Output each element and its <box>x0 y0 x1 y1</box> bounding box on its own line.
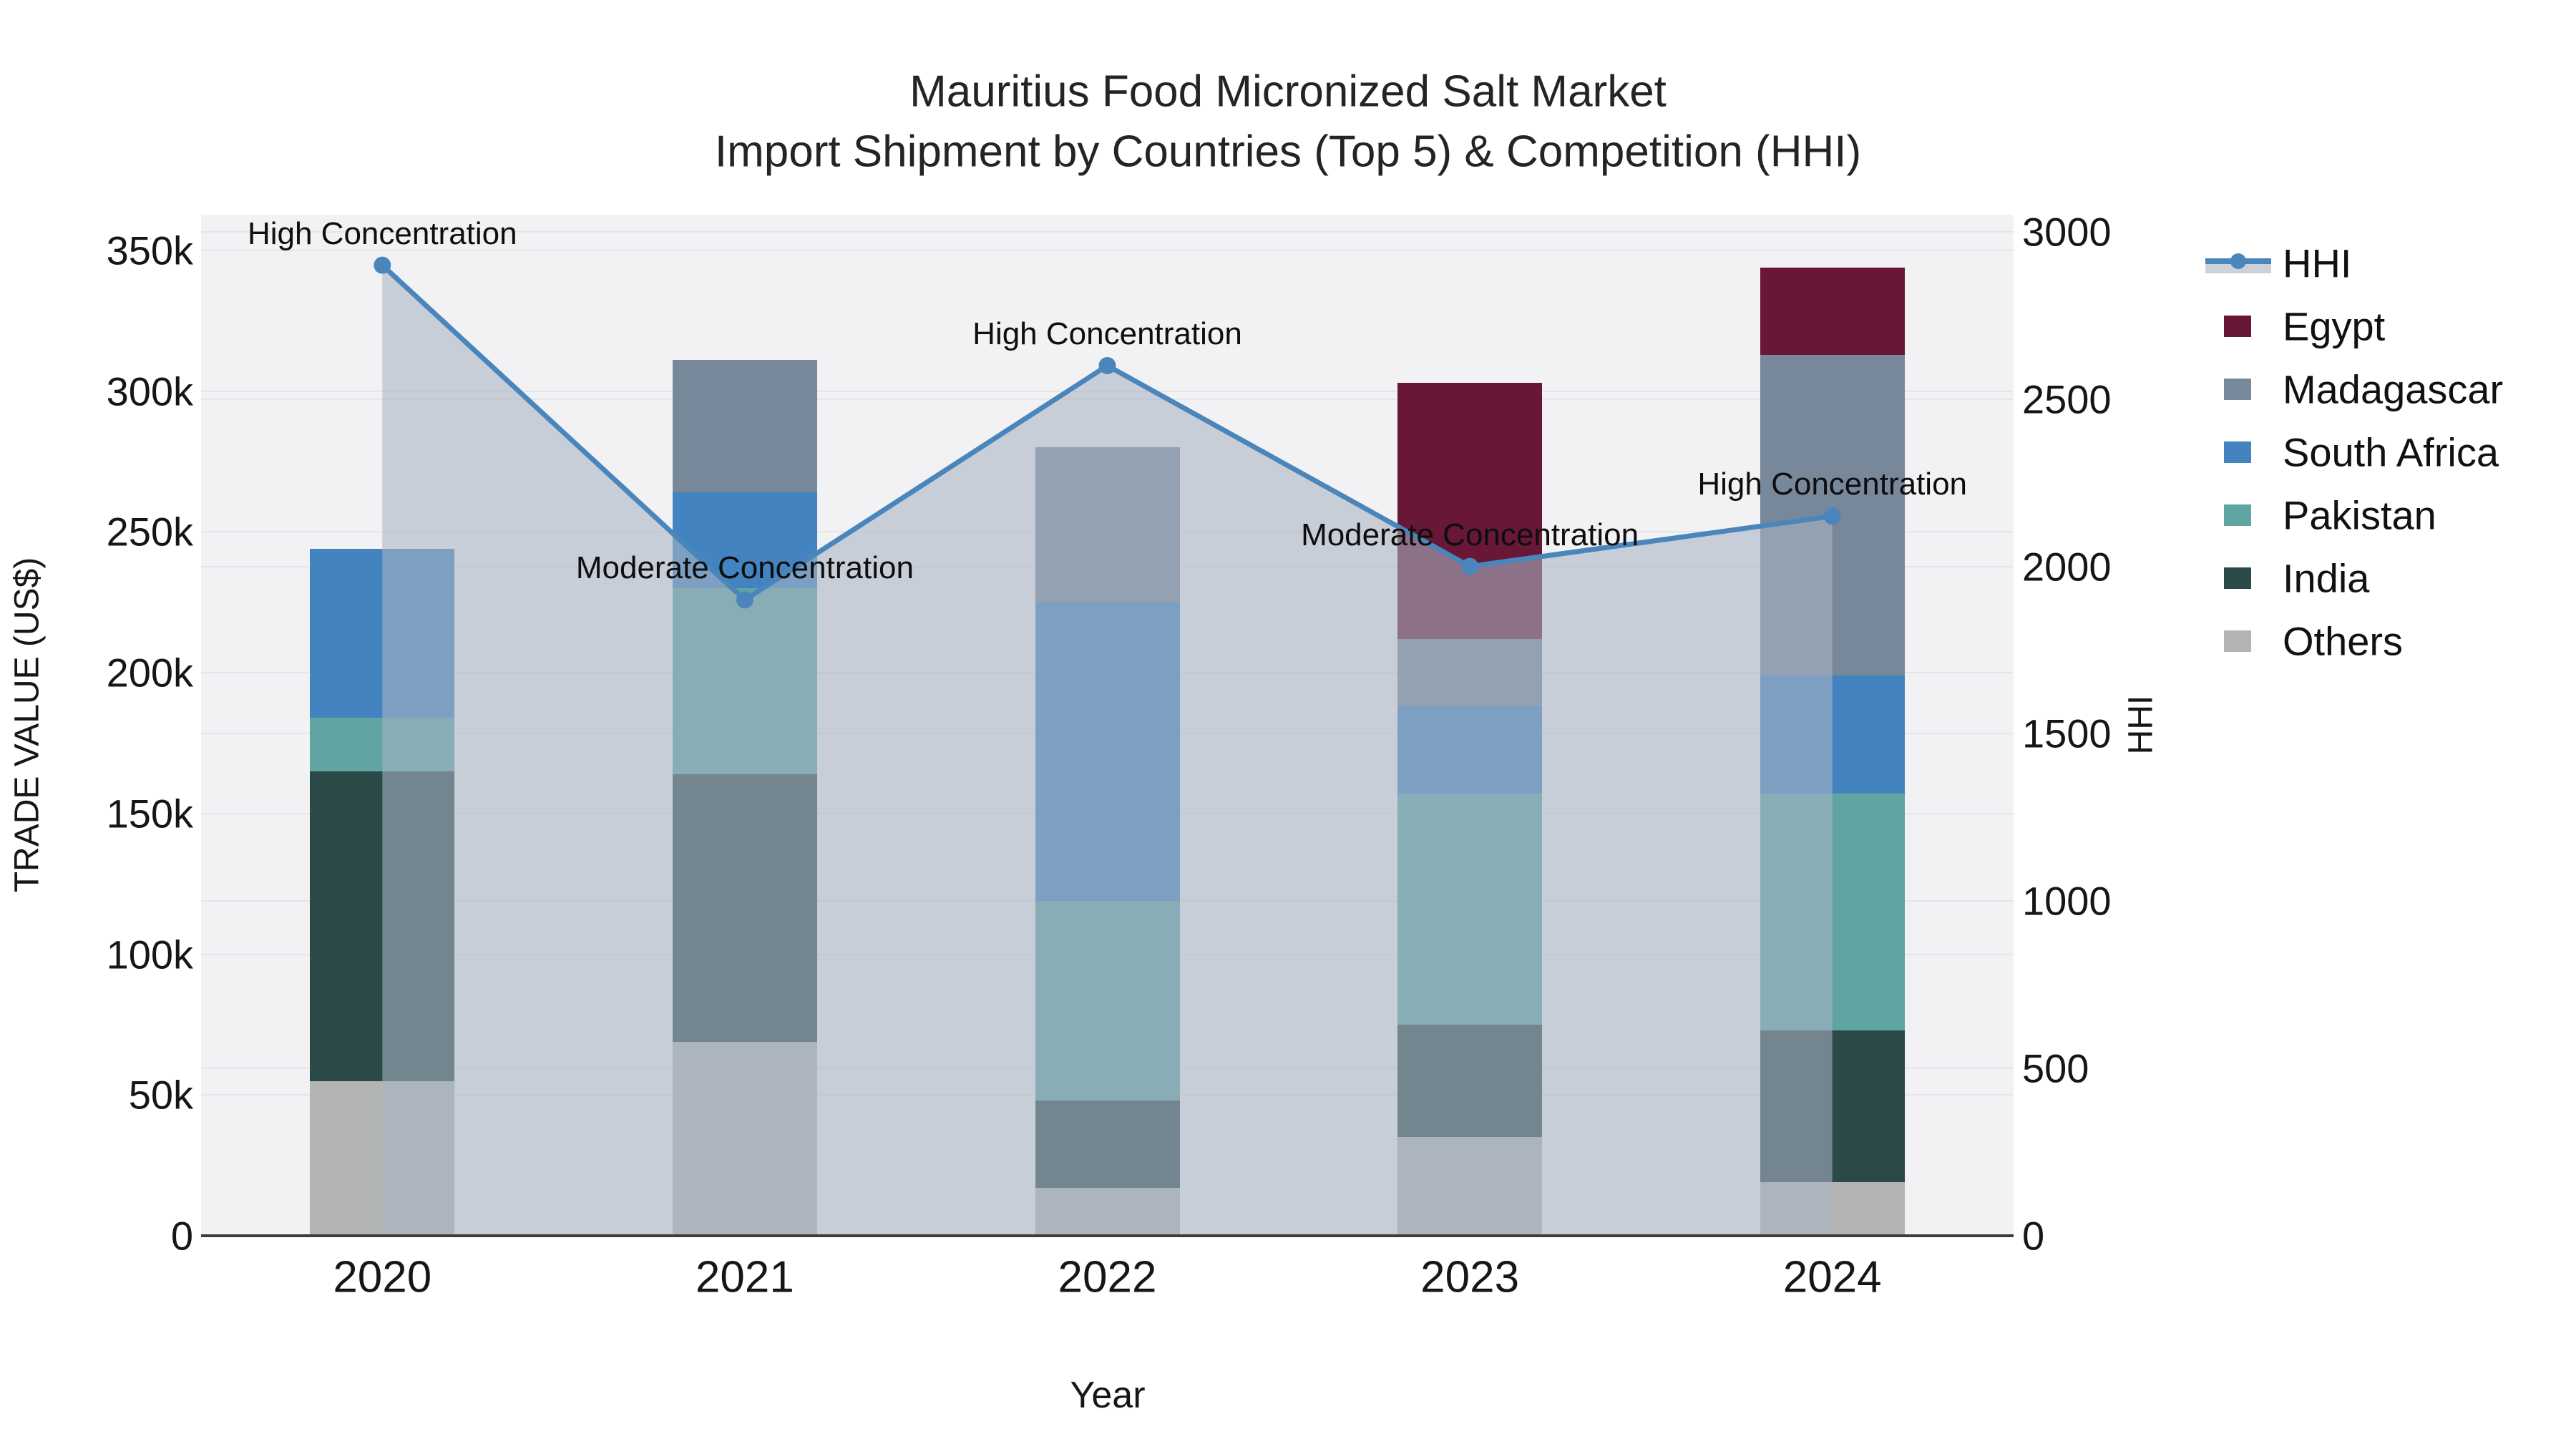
y-right-tick-0: 0 <box>2022 1213 2045 1259</box>
bar-segment-others <box>1397 1137 1543 1236</box>
annotation-2020: High Concentration <box>247 215 517 251</box>
bar-2024 <box>1760 215 1905 1236</box>
bar-2020 <box>310 215 455 1236</box>
chart-title-line-1: Mauritius Food Micronized Salt Market <box>909 67 1667 117</box>
y-right-tick-500: 500 <box>2022 1045 2089 1091</box>
legend-swatch-egypt <box>2224 316 2251 337</box>
legend-label: Madagascar <box>2283 366 2504 412</box>
legend-label: Pakistan <box>2283 492 2436 538</box>
bar-segment-south-africa <box>310 549 455 718</box>
legend-swatch-south-africa <box>2224 441 2251 463</box>
y-left-tick-200k: 200k <box>106 650 193 696</box>
y-left-tick-300k: 300k <box>106 369 193 414</box>
bar-segment-pakistan <box>672 588 817 774</box>
gridline-left-axis <box>201 249 2014 251</box>
bar-segment-madagascar <box>1397 638 1543 707</box>
bar-segment-pakistan <box>310 718 455 771</box>
y-left-tick-0: 0 <box>170 1213 193 1259</box>
x-tick-2023: 2023 <box>1420 1252 1520 1302</box>
legend-label: Egypt <box>2283 303 2386 349</box>
bar-segment-india <box>672 774 817 1042</box>
legend-swatch-pakistan <box>2224 504 2251 526</box>
bar-segment-india <box>1760 1030 1905 1183</box>
bar-segment-others <box>672 1041 817 1236</box>
chart-title-line-2: Import Shipment by Countries (Top 5) & C… <box>714 127 1862 177</box>
bar-segment-egypt <box>1397 382 1543 639</box>
x-tick-2022: 2022 <box>1058 1252 1157 1302</box>
legend-item-hhi[interactable]: HHI <box>2205 232 2563 295</box>
bar-segment-others <box>1035 1188 1180 1236</box>
y-left-tick-150k: 150k <box>106 791 193 836</box>
legend-swatch-others <box>2224 630 2251 652</box>
bar-segment-madagascar <box>672 360 817 493</box>
annotation-2024: High Concentration <box>1697 467 1968 502</box>
bar-segment-pakistan <box>1397 794 1543 1025</box>
bar-segment-south-africa <box>1760 675 1905 794</box>
legend-swatch-india <box>2224 567 2251 589</box>
legend-swatch-madagascar <box>2224 379 2251 400</box>
x-axis-title: Year <box>1070 1375 1146 1416</box>
y-right-tick-1500: 1500 <box>2022 711 2112 756</box>
y-axis-title-right: HHI <box>2122 695 2160 755</box>
legend-item-others[interactable]: Others <box>2205 610 2563 673</box>
annotation-2021: Moderate Concentration <box>575 550 914 586</box>
bar-segment-others <box>1760 1182 1905 1236</box>
legend-item-south-africa[interactable]: South Africa <box>2205 421 2563 484</box>
bar-segment-madagascar <box>1035 447 1180 602</box>
legend-label: India <box>2283 555 2370 601</box>
bar-segment-south-africa <box>1035 602 1180 901</box>
bar-segment-india <box>1035 1101 1180 1189</box>
x-tick-2021: 2021 <box>695 1252 794 1302</box>
annotation-2023: Moderate Concentration <box>1301 517 1639 552</box>
legend-label: HHI <box>2283 240 2352 286</box>
legend-item-pakistan[interactable]: Pakistan <box>2205 484 2563 547</box>
x-tick-2024: 2024 <box>1782 1252 1882 1302</box>
y-right-tick-2500: 2500 <box>2022 376 2112 422</box>
bar-2021 <box>672 215 817 1236</box>
y-left-tick-350k: 350k <box>106 228 193 273</box>
bar-segment-madagascar <box>1760 354 1905 676</box>
legend-item-india[interactable]: India <box>2205 547 2563 610</box>
y-left-tick-100k: 100k <box>106 932 193 977</box>
gridline-right-axis <box>201 230 2014 233</box>
bar-segment-others <box>310 1080 455 1236</box>
legend-item-egypt[interactable]: Egypt <box>2205 295 2563 358</box>
y-left-tick-250k: 250k <box>106 509 193 555</box>
annotation-2022: High Concentration <box>972 316 1242 351</box>
legend-item-madagascar[interactable]: Madagascar <box>2205 358 2563 421</box>
bar-2023 <box>1397 215 1543 1236</box>
bar-2022 <box>1035 215 1180 1236</box>
bar-segment-pakistan <box>1035 900 1180 1101</box>
y-axis-title-left: TRADE VALUE (US$) <box>8 557 47 893</box>
bar-segment-pakistan <box>1760 794 1905 1030</box>
y-right-tick-1000: 1000 <box>2022 878 2112 924</box>
y-left-tick-50k: 50k <box>128 1072 193 1118</box>
bar-segment-india <box>310 771 455 1081</box>
x-axis-line <box>201 1234 2014 1237</box>
legend-label: South Africa <box>2283 429 2499 475</box>
y-right-tick-3000: 3000 <box>2022 209 2112 255</box>
x-tick-2020: 2020 <box>333 1252 432 1302</box>
legend-label: Others <box>2283 618 2404 664</box>
bar-segment-south-africa <box>1397 706 1543 794</box>
y-right-tick-2000: 2000 <box>2022 544 2112 590</box>
bar-segment-india <box>1397 1024 1543 1138</box>
hhi-line-legend-icon <box>2205 253 2271 273</box>
bar-segment-egypt <box>1760 267 1905 355</box>
